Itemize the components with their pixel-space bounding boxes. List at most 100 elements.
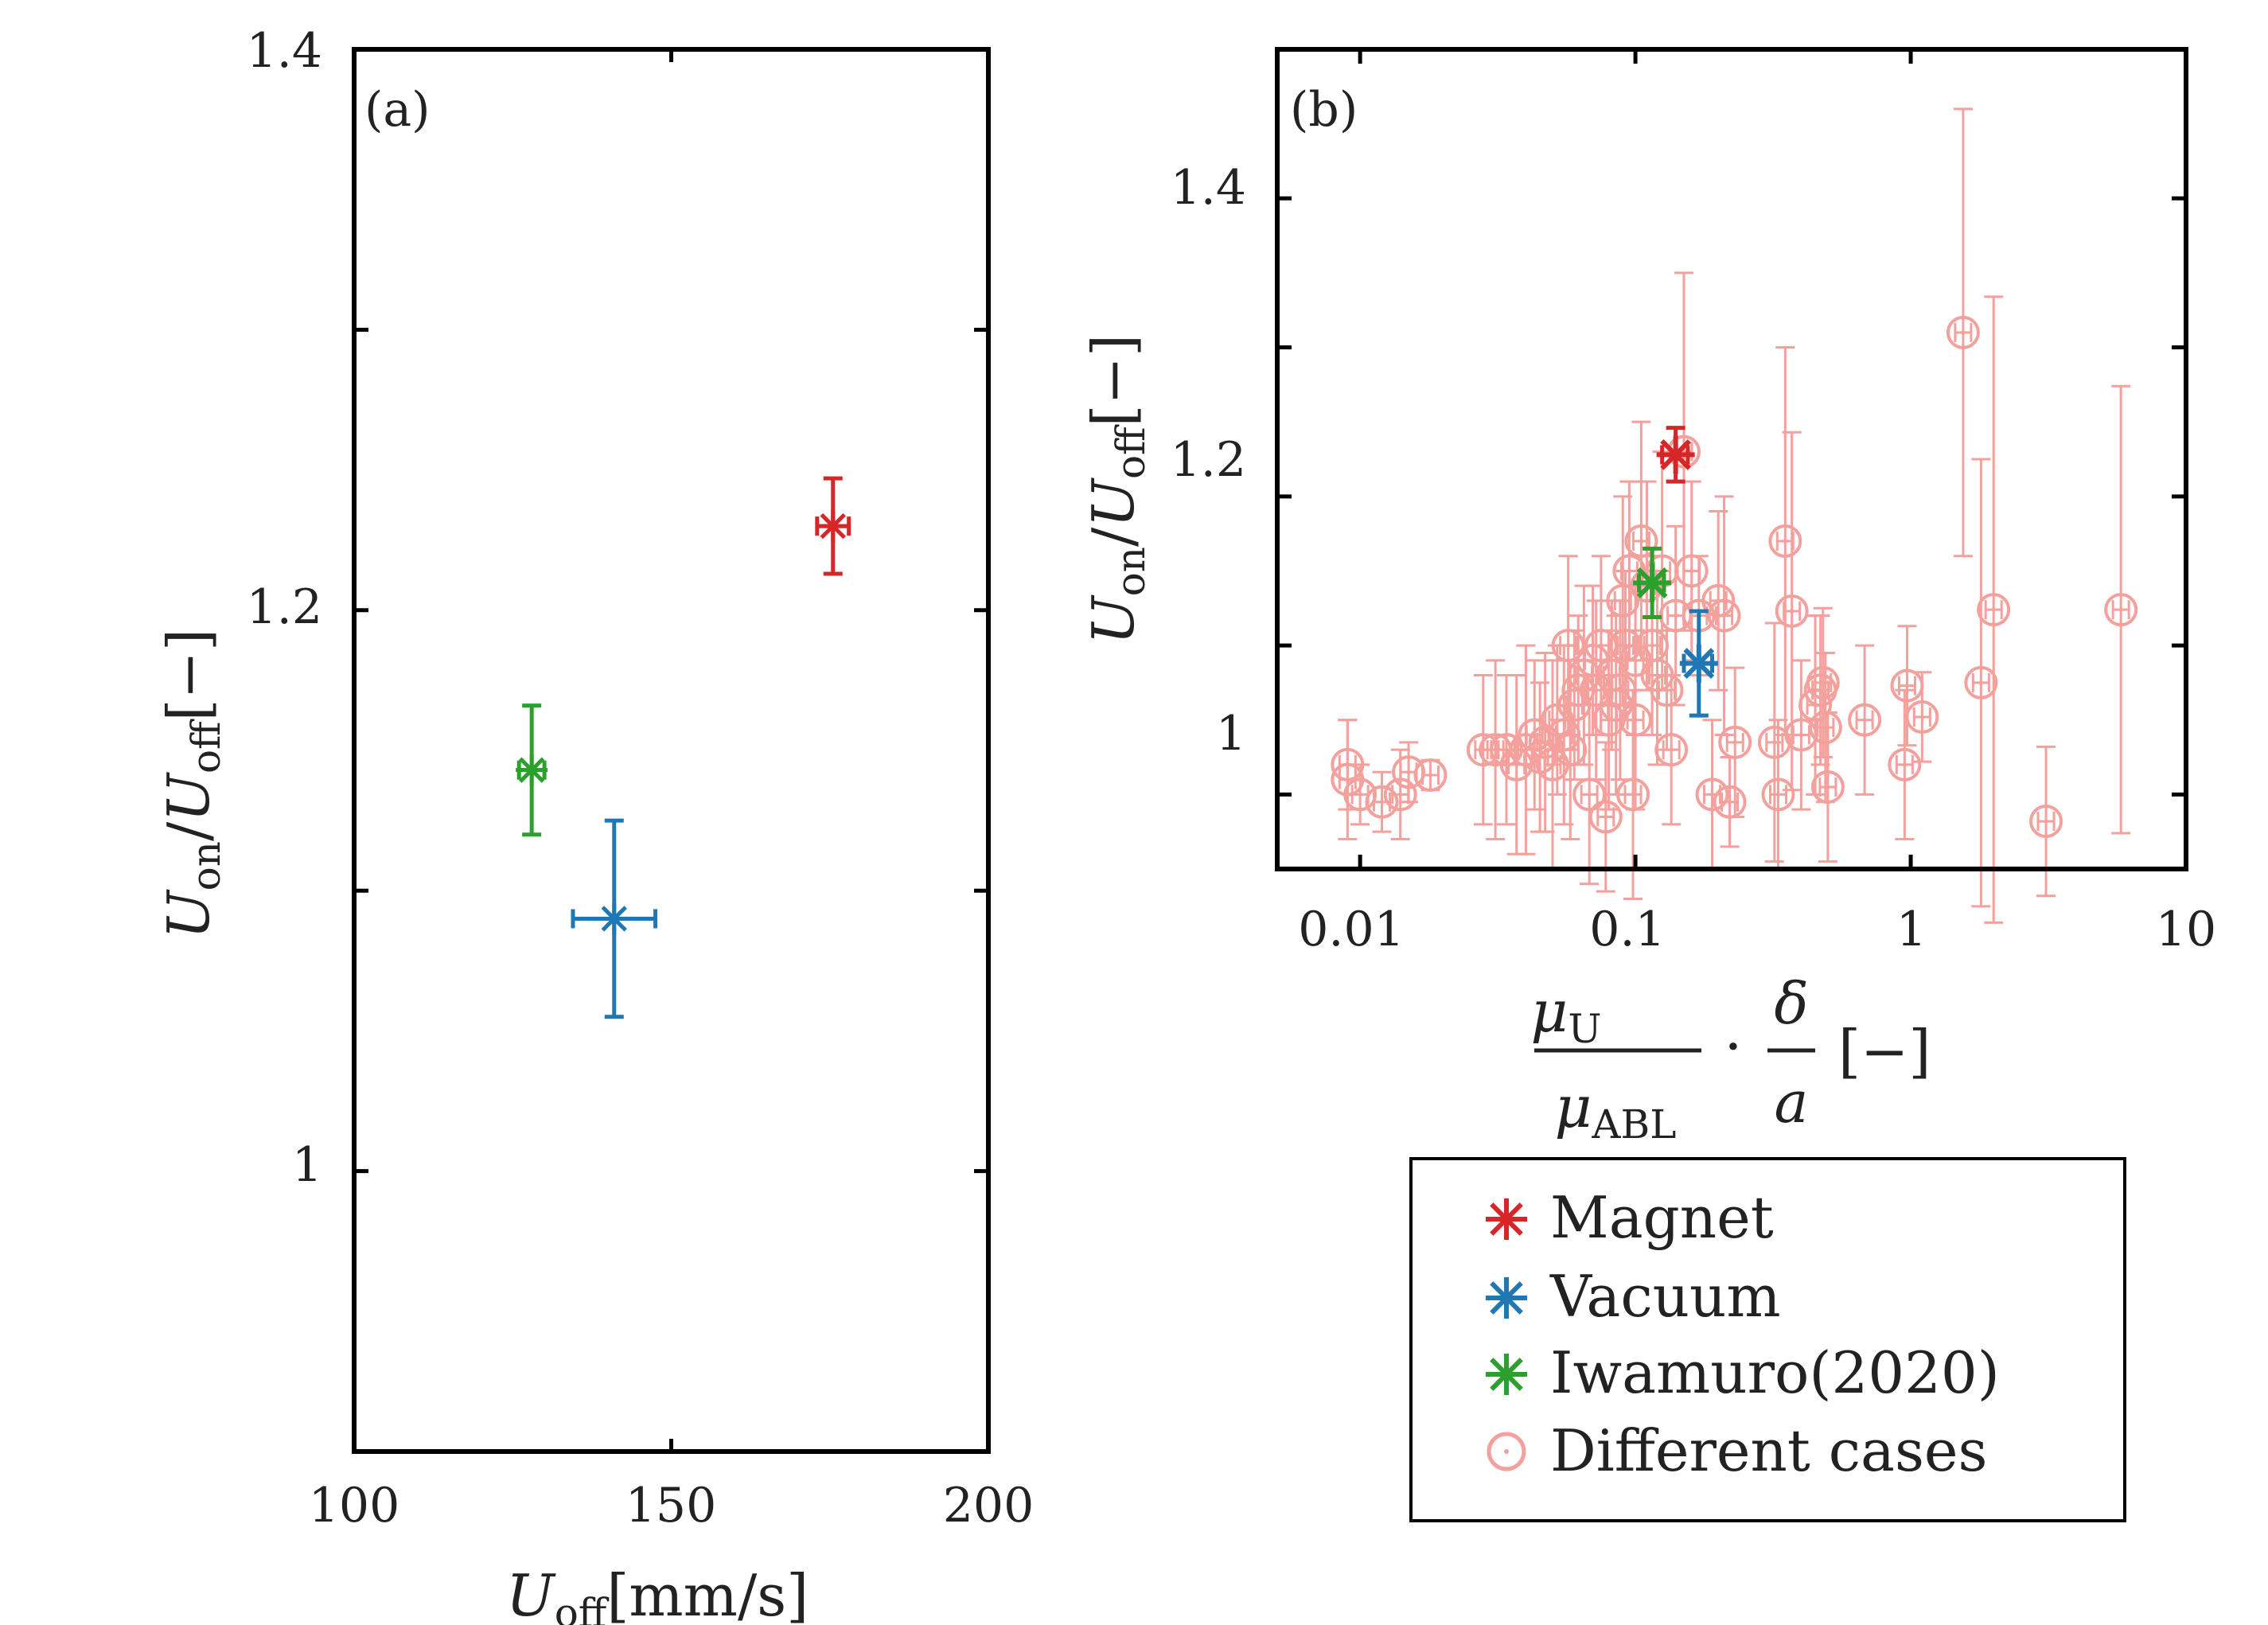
panel-b-point-different-cases-44-dot xyxy=(1669,747,1674,752)
panel-a-point-magnet-0-marker-d2 xyxy=(820,512,846,540)
panel-b-point-different-cases-38-marker xyxy=(1624,524,1658,558)
panel-b-point-different-cases-61-dot xyxy=(1821,680,1826,685)
panel-b-point-different-cases-49-ring xyxy=(1695,777,1729,812)
panel-a-ytick-1.4: 1.4 xyxy=(247,23,322,79)
panel-b-point-different-cases-23-dot xyxy=(1587,792,1592,797)
panel-b-xtick-1: 1 xyxy=(1896,902,1927,957)
panel-b-frame xyxy=(1275,47,2188,871)
panel-b-point-different-cases-62-dot xyxy=(1823,725,1828,730)
panel-b-point-different-cases-3-marker xyxy=(1365,785,1399,819)
panel-b-point-iwamuro-2020--0-marker-d2 xyxy=(1636,567,1668,598)
legend-label-cases: Different cases xyxy=(1550,1417,1988,1484)
panel-b-point-different-cases-70-ring xyxy=(1977,593,2011,627)
svg-text:a: a xyxy=(1775,1069,1809,1136)
panel-b-point-different-cases-63-marker xyxy=(1810,770,1845,804)
panel-b-point-different-cases-67-ring xyxy=(1905,699,1939,734)
panel-b-point-different-cases-65-marker xyxy=(1888,747,1922,781)
panel-b-point-different-cases-57-marker xyxy=(1775,594,1809,629)
panel-b-point-different-cases-6-ring xyxy=(1413,758,1448,793)
panel-b-point-different-cases-38-dot xyxy=(1639,539,1643,544)
panel-b-point-different-cases-66-dot xyxy=(1904,684,1909,688)
panel-b-point-different-cases-8-dot xyxy=(1493,747,1498,752)
panel-b-ytick-1: 1 xyxy=(1216,706,1246,762)
svg-text:·: · xyxy=(1724,1013,1743,1080)
panel-b-point-different-cases-2-dot xyxy=(1358,792,1362,797)
panel-b-point-different-cases-5-ring xyxy=(1392,755,1426,789)
panel-b-point-different-cases-27-dot xyxy=(1604,814,1608,819)
panel-b-point-different-cases-3-ring xyxy=(1365,785,1399,819)
panel-b-point-different-cases-70-dot xyxy=(1991,607,1996,612)
panel-b-point-different-cases-54-dot xyxy=(1772,740,1777,745)
panel-a-data-layer xyxy=(516,476,851,1019)
panel-b-point-different-cases-49-dot xyxy=(1710,792,1715,797)
panel-b-point-different-cases-45-dot xyxy=(1674,614,1678,618)
panel-b-point-different-cases-63-ring xyxy=(1810,770,1845,804)
svg-text:μABL: μABL xyxy=(1555,1074,1677,1148)
panel-a-point-iwamuro-2020--0-marker xyxy=(516,754,548,786)
panel-b-data-layer xyxy=(1331,107,2138,924)
panel-a-xtick-200: 200 xyxy=(943,1478,1035,1533)
panel-b-point-different-cases-49-marker xyxy=(1695,777,1729,812)
panel-b-point-different-cases-51-dot xyxy=(1722,614,1727,618)
panel-b-point-different-cases-67-dot xyxy=(1919,715,1924,719)
panel-b-point-different-cases-1-dot xyxy=(1345,762,1350,767)
panel-b-point-different-cases-51-ring xyxy=(1707,598,1741,633)
panel-b-point-different-cases-71-dot xyxy=(2044,819,2048,824)
panel-b-xtick-0.01: 0.01 xyxy=(1298,902,1405,957)
panel-b-point-different-cases-69-marker xyxy=(1964,665,1998,699)
panel-b-point-different-cases-7-dot xyxy=(1481,747,1486,752)
panel-b-point-different-cases-38-ring xyxy=(1624,524,1658,558)
legend-label-iwamuro: Iwamuro(2020) xyxy=(1550,1339,2000,1406)
panel-b-point-different-cases-69-ring xyxy=(1964,665,1998,699)
panel-b-point-different-cases-63-dot xyxy=(1826,785,1830,789)
svg-text:δ: δ xyxy=(1774,970,1808,1037)
panel-b-point-different-cases-2-ring xyxy=(1343,777,1378,812)
panel-b-point-different-cases-72-dot xyxy=(2118,607,2123,612)
panel-b-point-different-cases-26-dot xyxy=(1599,643,1604,648)
legend-marker-magnet xyxy=(1486,1198,1527,1240)
panel-b-point-different-cases-67-marker xyxy=(1905,699,1939,734)
legend-marker-magnet-d2 xyxy=(1490,1202,1523,1236)
legend-marker-cases-ring xyxy=(1487,1432,1526,1471)
panel-b-point-different-cases-31-dot xyxy=(1618,688,1623,692)
legend-markers xyxy=(1486,1198,1527,1471)
panel-b-point-different-cases-3-dot xyxy=(1380,800,1385,805)
panel-b-xlabel: μU μABL · δ a [−] xyxy=(1531,970,1931,1148)
panel-b-point-different-cases-68-dot xyxy=(1961,330,1966,335)
panel-b-ytick-1.4: 1.4 xyxy=(1171,160,1246,216)
panel-a-point-vacuum-0-marker xyxy=(598,902,630,935)
panel-b-point-different-cases-61-marker xyxy=(1806,665,1840,699)
panel-b-ticks xyxy=(1277,49,2186,869)
panel-b-point-different-cases-71-ring xyxy=(2029,805,2063,839)
panel-a-xtick-100: 100 xyxy=(309,1478,400,1533)
panel-b-point-different-cases-15-dot xyxy=(1550,762,1555,767)
legend-marker-cases xyxy=(1487,1432,1526,1471)
panel-b-point-different-cases-53-dot xyxy=(1732,740,1737,745)
panel-b-point-different-cases-27-marker xyxy=(1588,800,1623,834)
panel-b-ylabel: Uon/Uoff[−] xyxy=(1080,334,1154,645)
panel-b-point-vacuum-0-marker xyxy=(1679,644,1718,683)
panel-b-point-different-cases-68-ring xyxy=(1946,315,1980,349)
panel-b-point-different-cases-64-ring xyxy=(1848,703,1882,737)
legend-marker-vacuum xyxy=(1486,1277,1527,1319)
panel-b-point-different-cases-70-marker xyxy=(1977,593,2011,627)
panel-a-ticks xyxy=(352,49,991,1452)
panel-a-ytick-1: 1 xyxy=(292,1137,322,1193)
panel-a-tag: (a) xyxy=(364,82,431,138)
svg-text:μU: μU xyxy=(1531,978,1602,1052)
panel-a-point-vacuum-0-marker-d2 xyxy=(601,906,627,932)
panel-b-xtick-0.1: 0.1 xyxy=(1589,902,1665,957)
legend: Magnet Vacuum Iwamuro(2020) Different ca… xyxy=(1409,1157,2126,1522)
panel-b-tag: (b) xyxy=(1290,82,1358,138)
panel-b-point-different-cases-5-marker xyxy=(1392,755,1426,789)
panel-b-point-magnet-0-marker-d2 xyxy=(1660,438,1692,470)
panel-b-point-different-cases-53-ring xyxy=(1718,725,1752,759)
panel-b-point-different-cases-14-dot xyxy=(1543,740,1548,745)
panel-b-point-different-cases-68-marker xyxy=(1946,315,1980,349)
panel-a-ytick-1.2: 1.2 xyxy=(247,579,322,635)
panel-b-point-different-cases-61-ring xyxy=(1806,665,1840,699)
panel-a-ylabel: Uon/Uoff[−] xyxy=(155,629,229,939)
panel-b-point-different-cases-19-dot xyxy=(1568,747,1572,752)
panel-b-point-different-cases-65-dot xyxy=(1902,762,1907,767)
